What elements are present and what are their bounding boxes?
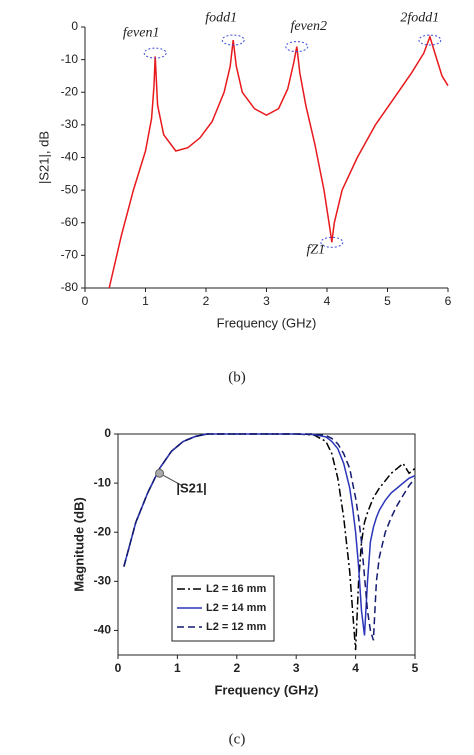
resonance-marker [320,236,344,248]
y-tick-label: -30 [61,117,79,131]
x-tick-label: 6 [445,294,452,308]
y-tick-label: -10 [61,52,79,66]
caption: (c) [229,731,246,747]
y-axis-label: Magnitude (dB) [71,497,86,592]
series-line [108,34,449,289]
y-tick-label: -30 [94,574,112,588]
y-tick-label: -40 [61,150,79,164]
y-tick-label: -20 [94,524,112,538]
resonance-marker [285,41,309,53]
y-tick-label: -80 [61,280,79,294]
x-tick-label: 4 [324,294,331,308]
x-tick-label: 4 [352,661,359,675]
y-tick-label: -50 [61,182,79,196]
annotation-label: 2fodd1 [400,10,439,25]
annotation-label: |S21| [176,481,206,496]
annotation-label: feven1 [123,25,160,40]
x-axis-label: Frequency (GHz) [217,315,317,330]
y-tick-label: 0 [71,19,78,33]
y-tick-label: -70 [61,248,79,262]
y-tick-label: -10 [94,475,112,489]
resonance-marker [418,34,442,46]
x-tick-label: 5 [384,294,391,308]
annotation-label: feven2 [290,19,327,34]
annotation-label: fodd1 [205,10,237,25]
x-tick-label: 2 [203,294,210,308]
resonance-marker [143,47,167,59]
x-tick-label: 1 [142,294,149,308]
x-tick-label: 3 [263,294,270,308]
x-axis-label: Frequency (GHz) [214,682,318,697]
x-tick-label: 5 [412,661,419,675]
resonance-marker [221,34,245,46]
chart: 0-10-20-30-40-50-60-70-800 1 2 3 4 5 6Frequenc… [36,10,451,385]
x-tick-label: 0 [115,661,122,675]
y-tick-label: 0 [104,426,111,440]
annotation-marker [155,468,165,478]
caption: (b) [228,369,246,385]
y-axis-label: |S21|, dB [36,131,51,184]
x-tick-label: 1 [174,661,181,675]
y-tick-label: -40 [94,623,112,637]
chart: 0 -10 -20 -30 -40 0 1 2 3 4 5 Frequency (GHz) Magnit… [71,426,418,747]
x-tick-label: 3 [293,661,300,675]
y-tick-label: -60 [61,215,79,229]
legend-label: L2 = 16 mm [206,583,266,595]
legend-label: L2 = 12 mm [206,621,266,633]
legend-label: L2 = 14 mm [206,602,266,614]
x-tick-label: 2 [233,661,240,675]
x-tick-label: 0 [82,294,89,308]
annotation-label: fZ1 [306,243,325,258]
series-line [123,433,416,641]
y-tick-label: -20 [61,84,79,98]
